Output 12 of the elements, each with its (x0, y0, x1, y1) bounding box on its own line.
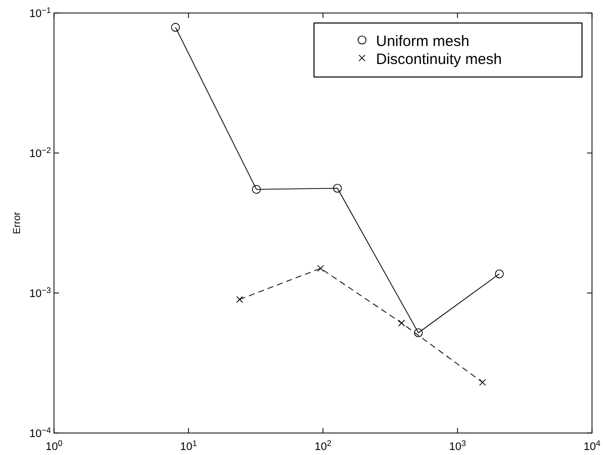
x-tick-label: 10$^{3}$ (449, 438, 466, 453)
x-tick-label: 10$^{0}$ (46, 438, 63, 453)
y-tick-label: 10$^{−2}$ (29, 146, 52, 160)
y-tick-label: 10$^{−3}$ (29, 286, 52, 300)
x-tick-label: 10$^{2}$ (314, 438, 332, 453)
x-tick-label: 10$^{1}$ (180, 438, 198, 453)
x-tick-label: 10$^{4}$ (584, 438, 601, 453)
legend-label: Discontinuity mesh (376, 51, 502, 68)
y-tick-label: 10$^{−1}$ (29, 6, 52, 20)
legend-label: Uniform mesh (376, 33, 470, 50)
y-axis-title: Error (12, 211, 23, 234)
y-tick-label: 10$^{−4}$ (29, 426, 52, 440)
